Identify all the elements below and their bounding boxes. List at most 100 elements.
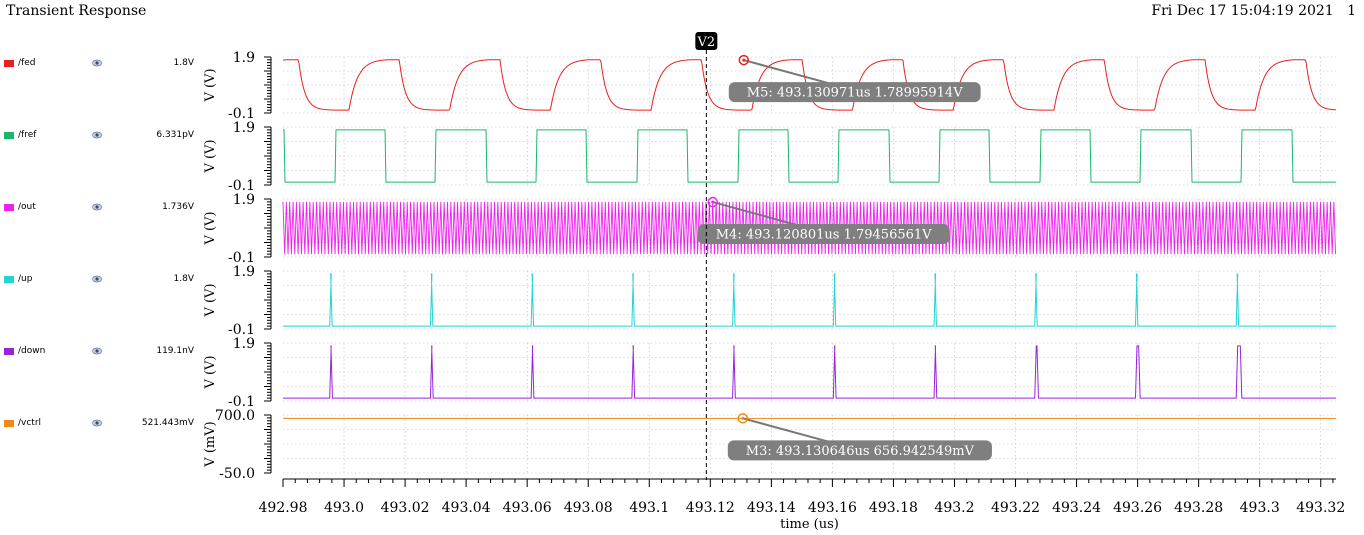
plot-panel: 1.9 -0.1 V (V) [203, 336, 1336, 410]
x-tick-label: 493.08 [564, 500, 613, 516]
marker-point [707, 196, 718, 208]
legend-item[interactable]: /fed 1.8V [0, 58, 200, 72]
x-tick-label: 493.22 [991, 500, 1040, 516]
legend-item[interactable]: /fref 6.331pV [0, 130, 200, 144]
eye-icon[interactable] [92, 202, 102, 212]
legend-signal-value: 521.443mV [141, 418, 194, 428]
x-tick-label: 493.2 [934, 500, 974, 516]
legend-item[interactable]: /up 1.8V [0, 274, 200, 288]
marker-label: M5: 493.130971us 1.78995914V [747, 86, 963, 101]
marker-label: M3: 493.130646us 656.942549mV [746, 444, 975, 459]
legend-swatch [4, 420, 14, 427]
legend-swatch [4, 132, 14, 139]
y-axis-label: V (V) [203, 211, 218, 245]
legend-signal-value: 119.1nV [156, 346, 194, 356]
x-tick-label: 493.06 [503, 500, 552, 516]
y-min-label: -50.0 [219, 466, 255, 482]
x-tick-label: 492.98 [259, 500, 308, 516]
y-axis [264, 270, 272, 330]
series-line [283, 273, 1336, 327]
y-max-label: 1.9 [233, 264, 255, 280]
grid [283, 126, 1336, 186]
y-min-label: -0.1 [228, 322, 255, 338]
marker-annotation: M4: 493.120801us 1.79456561V [697, 196, 950, 245]
legend-signal-value: 1.8V [173, 58, 194, 68]
eye-icon[interactable] [92, 418, 102, 428]
y-axis [264, 198, 272, 258]
legend-signal-name: /vctrl [18, 418, 42, 428]
series-line [283, 345, 1336, 399]
cursor-label: V2 [697, 35, 716, 50]
plot-panel: 700.0 -50.0V (mV) M3: 493.130646us 656.942… [203, 408, 1336, 482]
marker-point [737, 413, 749, 424]
x-tick-label: 493.18 [869, 500, 918, 516]
marker-point-dot [742, 58, 746, 62]
eye-icon[interactable] [92, 274, 102, 284]
y-min-label: -0.1 [228, 106, 255, 122]
eye-icon[interactable] [92, 130, 102, 140]
eye-icon[interactable] [92, 58, 102, 68]
marker-annotation: M3: 493.130646us 656.942549mV [727, 413, 992, 461]
marker-point-dot [711, 200, 715, 204]
x-tick-label: 493.16 [808, 500, 857, 516]
y-axis [264, 414, 272, 474]
x-tick-label: 493.0 [324, 500, 364, 516]
y-axis-label: V (V) [203, 283, 218, 317]
x-tick-label: 493.26 [1113, 500, 1162, 516]
legend-signal-name: /fref [18, 130, 37, 140]
grid [283, 270, 1336, 330]
marker-label-box [697, 224, 950, 245]
x-axis-label: time (us) [780, 517, 839, 532]
marker-point [738, 54, 750, 66]
y-max-label: 1.9 [233, 192, 255, 208]
y-min-label: -0.1 [228, 394, 255, 410]
plot-panel: 1.9 -0.1 V (V) [203, 264, 1336, 338]
legend-swatch [4, 60, 14, 67]
legend-swatch [4, 204, 14, 211]
cursor-tag [695, 32, 718, 50]
plot-panel: 1.9 -0.1 V (V) M5: 493.130971us 1.78995914V [203, 50, 1337, 122]
marker-label: M4: 493.120801us 1.79456561V [716, 228, 932, 243]
marker-annotation: M5: 493.130971us 1.78995914V [728, 54, 981, 103]
series-line [283, 129, 1336, 183]
plot-panel: 1.9 -0.1 V (V) [203, 120, 1336, 194]
legend-signal-name: /up [18, 274, 33, 284]
x-tick-label: 493.1 [629, 500, 669, 516]
x-tick-label: 493.02 [381, 500, 430, 516]
legend-signal-value: 1.8V [173, 274, 194, 284]
vertical-cursor: V2 [695, 32, 718, 480]
legend-signal-name: /down [18, 346, 46, 356]
legend-item[interactable]: /down 119.1nV [0, 346, 200, 360]
grid [283, 342, 1336, 402]
legend-signal-value: 1.736V [162, 202, 194, 212]
timestamp-date: Fri Dec 17 15:04:19 2021 [1151, 3, 1334, 19]
x-tick-label: 493.14 [747, 500, 796, 516]
legend-item[interactable]: /vctrl 521.443mV [0, 418, 200, 432]
x-tick-label: 493.32 [1296, 500, 1345, 516]
timestamp: Fri Dec 17 15:04:19 2021 1 [1151, 3, 1356, 19]
legend-signal-value: 6.331pV [156, 130, 194, 140]
eye-icon[interactable] [92, 346, 102, 356]
legend-item[interactable]: /out 1.736V [0, 202, 200, 216]
y-max-label: 1.9 [233, 120, 255, 136]
plot-panel: 1.9 -0.1 V (V) M4: 493.120801us 1.79456561V [203, 192, 1336, 266]
legend-signal-name: /fed [18, 58, 36, 68]
y-axis [264, 342, 272, 402]
y-min-label: -0.1 [228, 178, 255, 194]
y-axis-label: V (V) [203, 68, 218, 102]
x-tick-label: 493.28 [1174, 500, 1223, 516]
marker-point-dot [741, 416, 745, 420]
y-axis-label: V (mV) [203, 421, 218, 467]
y-max-label: 1.9 [233, 336, 255, 352]
y-max-label: 1.9 [233, 50, 255, 66]
y-axis [264, 56, 272, 114]
x-tick-label: 493.3 [1240, 500, 1280, 516]
legend-swatch [4, 348, 14, 355]
y-max-label: 700.0 [215, 408, 255, 424]
y-axis-label: V (V) [203, 355, 218, 389]
x-axis: 492.98 493.0 493.02 493.04 493.06 493.08 493.1… [259, 478, 1345, 532]
y-axis [264, 126, 272, 186]
x-tick-label: 493.12 [686, 500, 735, 516]
marker-label-box [727, 440, 992, 461]
